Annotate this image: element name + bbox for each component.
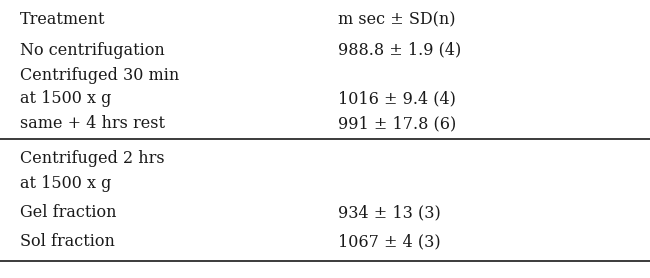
Text: Centrifuged 30 min: Centrifuged 30 min: [20, 66, 179, 84]
Text: 988.8 ± 1.9 (4): 988.8 ± 1.9 (4): [338, 41, 462, 59]
Text: at 1500 x g: at 1500 x g: [20, 175, 111, 192]
Text: 991 ± 17.8 (6): 991 ± 17.8 (6): [338, 115, 456, 132]
Text: m sec ± SD(n): m sec ± SD(n): [338, 11, 456, 28]
Text: 1016 ± 9.4 (4): 1016 ± 9.4 (4): [338, 90, 456, 107]
Text: Treatment: Treatment: [20, 11, 105, 28]
Text: Centrifuged 2 hrs: Centrifuged 2 hrs: [20, 150, 164, 167]
Text: No centrifugation: No centrifugation: [20, 41, 164, 59]
Text: Sol fraction: Sol fraction: [20, 233, 114, 250]
Text: at 1500 x g: at 1500 x g: [20, 90, 111, 107]
Text: 1067 ± 4 (3): 1067 ± 4 (3): [338, 233, 441, 250]
Text: Gel fraction: Gel fraction: [20, 204, 116, 221]
Text: 934 ± 13 (3): 934 ± 13 (3): [338, 204, 441, 221]
Text: same + 4 hrs rest: same + 4 hrs rest: [20, 115, 164, 132]
